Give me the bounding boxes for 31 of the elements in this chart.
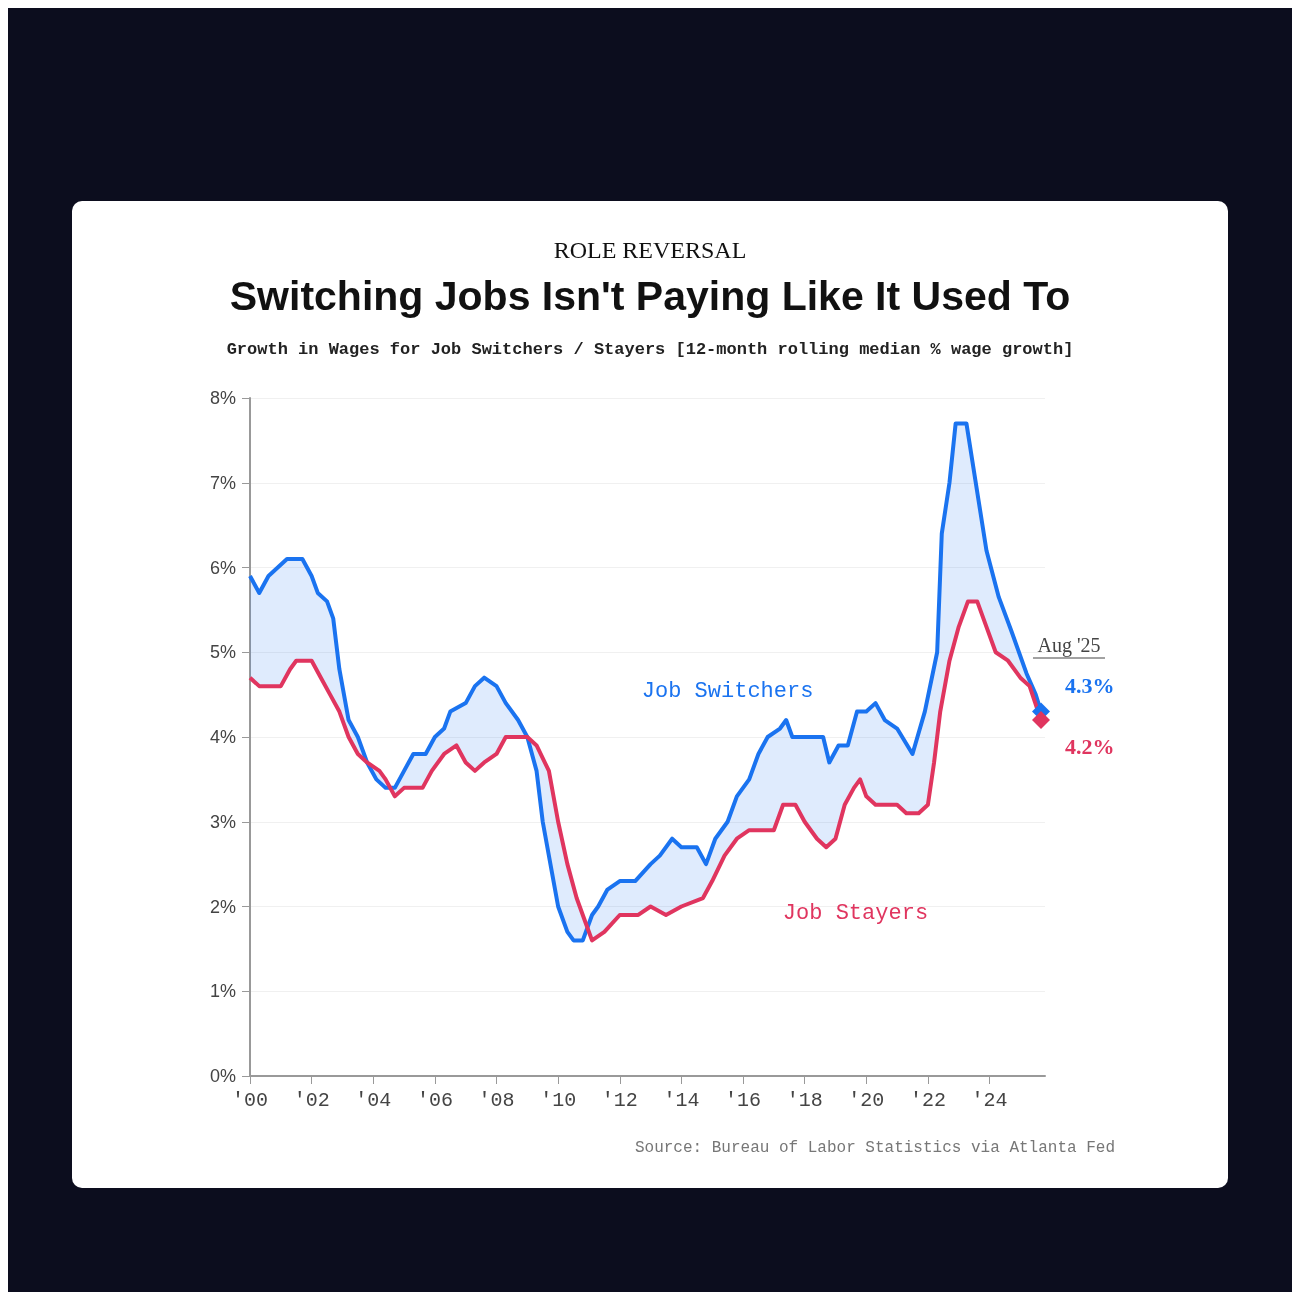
x-tick-label: '22 — [909, 1088, 946, 1112]
y-tick-label: 4% — [209, 727, 236, 747]
source-note: Source: Bureau of Labor Statistics via Atlanta Fed — [634, 1139, 1115, 1157]
text: Job Stayers — [782, 901, 929, 927]
series-label: Job Switchers — [641, 679, 814, 705]
x-tick-label: '08 — [478, 1088, 515, 1112]
y-tick-label: 5% — [209, 642, 236, 663]
annotation: Aug '25 — [1037, 634, 1101, 657]
x-tick-label: '02 — [293, 1088, 330, 1112]
y-tick-label: 2% — [209, 896, 236, 917]
x-tick-label: '12 — [601, 1088, 638, 1112]
y-tick-label: 8% — [209, 388, 236, 408]
x-tick-label: '20 — [848, 1088, 885, 1112]
x-tick-label: '10 — [540, 1088, 577, 1112]
data-label: 4.3% — [1064, 673, 1115, 699]
x-tick-label: '14 — [663, 1088, 700, 1112]
x-tick-label: '04 — [355, 1088, 392, 1112]
text: ROLE REVERSAL — [553, 237, 747, 263]
x-tick-label: '16 — [725, 1088, 762, 1112]
y-tick-label: 7% — [209, 472, 236, 493]
y-tick-label: 1% — [209, 981, 236, 1002]
chart-title: Switching Jobs Isn't Paying Like It Used To — [229, 272, 1071, 319]
x-tick-label: '24 — [971, 1088, 1008, 1112]
x-tick-label: '06 — [416, 1088, 453, 1112]
y-tick-label: 6% — [209, 557, 236, 578]
y-tick-label: 0% — [209, 1066, 236, 1086]
x-tick-label: '00 — [231, 1088, 269, 1112]
y-tick-label: 3% — [209, 811, 236, 832]
data-label: 4.2% — [1064, 733, 1115, 759]
chart-subtitle: Growth in Wages for Job Switchers / Stayers [12-month rolling median % wage growth] — [226, 340, 1074, 359]
x-tick-label: '18 — [786, 1088, 823, 1112]
